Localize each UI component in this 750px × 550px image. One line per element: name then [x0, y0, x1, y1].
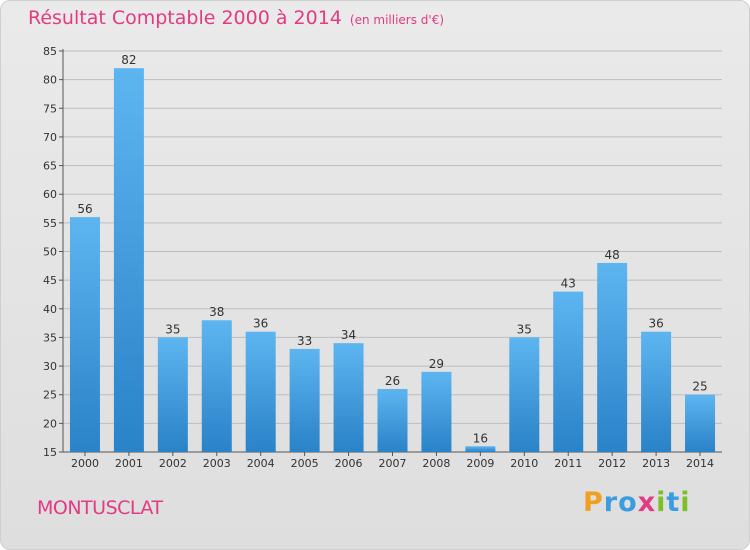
bar [509, 337, 540, 452]
data-label: 35 [517, 322, 532, 336]
chart-title-text: Résultat Comptable 2000 à 2014 [28, 7, 342, 29]
x-tick-labels: 2000 2001 2002 2003 2004 2005 2006 2007 2008 2009… [71, 457, 714, 470]
bar [553, 291, 584, 452]
bar [289, 348, 320, 452]
bar [69, 217, 100, 452]
data-label: 26 [385, 374, 400, 388]
y-tick-label: 30 [43, 360, 57, 373]
x-tick-label: 2009 [466, 457, 494, 470]
commune-name: MONTUSCLAT [37, 497, 163, 519]
logo-letter: x [637, 487, 657, 518]
y-tick-labels: 15 20 25 30 35 40 45 50 55 60 65 70 75 80 85 [43, 45, 57, 459]
y-tick-label: 45 [43, 274, 57, 287]
y-tick-label: 50 [43, 246, 57, 259]
y-tick-label: 85 [43, 45, 57, 58]
logo-letter: r [603, 487, 619, 518]
x-tick-label: 2004 [247, 457, 275, 470]
data-label: 56 [77, 202, 92, 216]
bar [421, 371, 452, 452]
x-tick-label: 2007 [379, 457, 407, 470]
proxiti-logo: Proxiti [583, 487, 691, 518]
logo-letter: o [618, 487, 638, 518]
y-tick-label: 65 [43, 160, 57, 173]
y-tick-label: 35 [43, 331, 57, 344]
y-tick-label: 40 [43, 303, 57, 316]
data-label: 38 [209, 305, 224, 319]
bar [597, 262, 628, 452]
x-tick-label: 2012 [598, 457, 626, 470]
x-tick-label: 2008 [422, 457, 450, 470]
y-tick-label: 80 [43, 74, 57, 87]
x-tick-label: 2003 [203, 457, 231, 470]
y-tick-label: 20 [43, 417, 57, 430]
x-tick-label: 2014 [686, 457, 714, 470]
data-label: 36 [253, 317, 268, 331]
data-label: 82 [121, 53, 136, 67]
y-tick-label: 55 [43, 217, 57, 230]
chart-title-unit: (en milliers d'€) [349, 13, 445, 27]
bar [641, 331, 672, 452]
data-label: 43 [561, 277, 576, 291]
bar [113, 68, 144, 452]
data-label: 34 [341, 328, 356, 342]
y-tick-label: 25 [43, 389, 57, 402]
x-tick-label: 2006 [335, 457, 363, 470]
bar [333, 343, 364, 452]
x-tick-label: 2000 [71, 457, 99, 470]
logo-letter: i [656, 487, 667, 518]
bars [69, 68, 716, 452]
bar [245, 331, 276, 452]
data-label: 16 [473, 431, 488, 445]
bar [201, 320, 232, 452]
bar [377, 388, 408, 452]
y-tick-label: 60 [43, 188, 57, 201]
logo-letter: i [680, 487, 691, 518]
x-tick-label: 2002 [159, 457, 187, 470]
logo-letter: P [583, 487, 604, 518]
y-tick-label: 15 [43, 446, 57, 459]
x-tick-label: 2013 [642, 457, 670, 470]
data-label: 35 [165, 322, 180, 336]
data-label: 36 [648, 317, 663, 331]
data-label: 33 [297, 334, 312, 348]
x-tick-label: 2001 [115, 457, 143, 470]
chart-title: Résultat Comptable 2000 à 2014 (en millie… [28, 7, 444, 29]
x-tick-label: 2005 [291, 457, 319, 470]
bar [685, 394, 716, 452]
y-tick-label: 75 [43, 102, 57, 115]
data-labels: 56 82 35 38 36 33 34 26 29 16 35 43 48 36 25 [77, 53, 707, 445]
x-tick-label: 2011 [554, 457, 582, 470]
logo-letter: t [666, 487, 681, 518]
x-tick-label: 2010 [510, 457, 538, 470]
bar [465, 446, 496, 452]
data-label: 48 [605, 248, 620, 262]
bar [157, 337, 188, 452]
data-label: 29 [429, 357, 444, 371]
y-tick-label: 70 [43, 131, 57, 144]
data-label: 25 [692, 380, 707, 394]
